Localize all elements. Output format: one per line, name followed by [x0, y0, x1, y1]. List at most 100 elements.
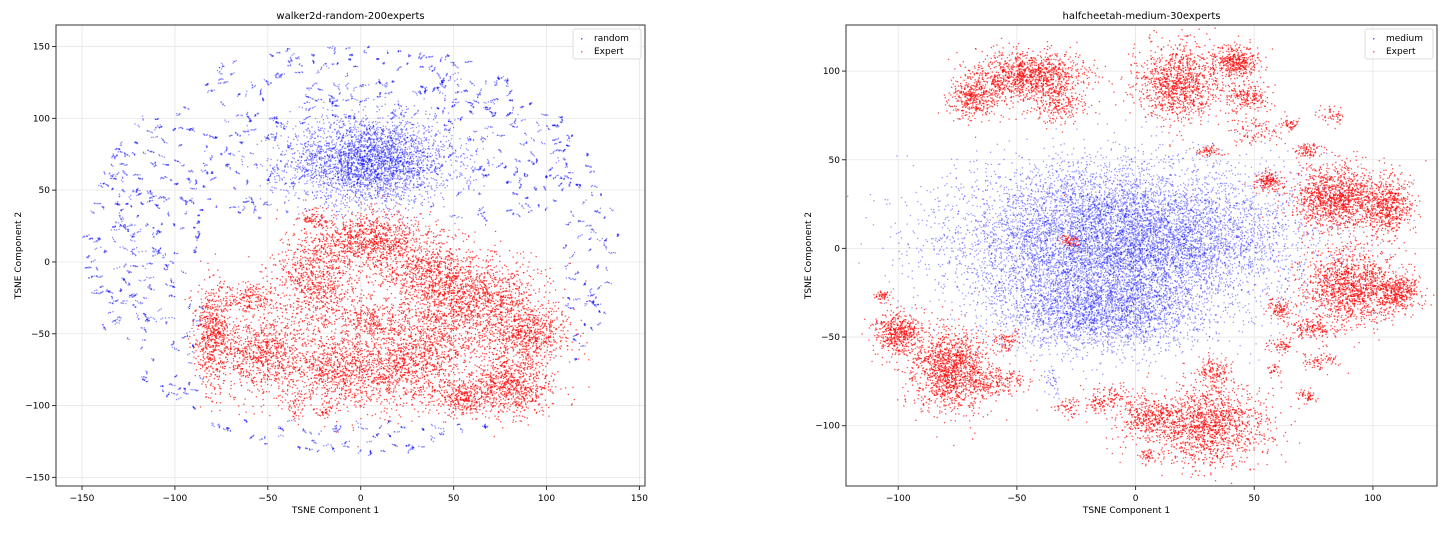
data-point — [386, 128, 387, 129]
data-point — [282, 170, 283, 171]
data-point — [408, 210, 409, 211]
data-point — [364, 174, 365, 175]
data-point — [362, 189, 363, 190]
data-point — [342, 167, 343, 168]
data-point — [293, 167, 294, 168]
data-point — [311, 177, 312, 178]
data-point — [379, 187, 380, 188]
data-point — [338, 130, 339, 131]
data-point — [336, 136, 337, 137]
data-point — [467, 165, 468, 166]
data-point — [278, 148, 279, 149]
data-point — [379, 182, 380, 183]
data-point — [344, 170, 345, 171]
data-point — [386, 167, 387, 168]
data-point — [347, 164, 348, 165]
data-point — [377, 189, 378, 190]
data-point — [430, 164, 431, 165]
data-point — [361, 175, 362, 176]
data-point — [434, 190, 435, 191]
data-point — [347, 202, 348, 203]
data-point — [416, 138, 417, 139]
data-point — [309, 165, 310, 166]
data-point — [319, 172, 320, 173]
data-point — [400, 169, 401, 170]
data-point — [399, 198, 400, 199]
data-point — [314, 171, 315, 172]
data-point — [377, 129, 378, 130]
data-point — [424, 151, 425, 152]
data-point — [264, 136, 265, 137]
data-point — [348, 140, 349, 141]
data-point — [322, 192, 323, 193]
data-point — [420, 184, 421, 185]
data-point — [368, 161, 369, 162]
data-point — [298, 213, 299, 214]
data-point — [365, 106, 366, 107]
data-point — [396, 170, 397, 171]
data-point — [459, 172, 460, 173]
data-point — [428, 197, 429, 198]
data-point — [321, 160, 322, 161]
data-point — [358, 138, 359, 139]
data-point — [331, 142, 332, 143]
data-point — [306, 194, 307, 195]
data-point — [296, 144, 297, 145]
data-point — [353, 186, 354, 187]
data-point — [433, 178, 434, 179]
data-point — [377, 140, 378, 141]
data-point — [383, 150, 384, 151]
data-point — [394, 149, 395, 150]
data-point — [427, 193, 428, 194]
data-point — [397, 157, 398, 158]
data-point — [399, 153, 400, 154]
data-point — [483, 177, 484, 178]
data-point — [415, 152, 416, 153]
data-point — [381, 180, 382, 181]
data-point — [401, 195, 402, 196]
data-point — [352, 181, 353, 182]
data-point — [313, 186, 314, 187]
data-point — [350, 123, 351, 124]
data-point — [430, 153, 431, 154]
data-point — [391, 135, 392, 136]
data-point — [422, 172, 423, 173]
data-point — [331, 184, 332, 185]
data-point — [375, 134, 376, 135]
data-point — [377, 127, 378, 128]
data-point — [360, 155, 361, 156]
data-point — [402, 164, 403, 165]
data-point — [349, 146, 350, 147]
data-point — [344, 153, 345, 154]
data-point — [432, 203, 433, 204]
data-point — [366, 155, 367, 156]
data-point — [397, 203, 398, 204]
data-point — [460, 174, 461, 175]
data-point — [315, 155, 316, 156]
data-point — [392, 133, 393, 134]
data-point — [341, 166, 342, 167]
data-point — [309, 131, 310, 132]
data-point — [341, 200, 342, 201]
data-point — [425, 113, 426, 114]
data-point — [376, 203, 377, 204]
data-point — [338, 214, 339, 215]
data-point — [439, 133, 440, 134]
data-point — [431, 186, 432, 187]
data-point — [386, 187, 387, 188]
data-point — [345, 207, 346, 208]
data-point — [257, 144, 258, 145]
data-point — [338, 180, 339, 181]
data-point — [414, 148, 415, 149]
data-point — [410, 190, 411, 191]
data-point — [406, 184, 407, 185]
data-point — [387, 171, 388, 172]
data-point — [296, 166, 297, 167]
data-point — [304, 208, 305, 209]
data-point — [352, 150, 353, 151]
data-point — [302, 170, 303, 171]
data-point — [430, 197, 431, 198]
data-point — [327, 143, 328, 144]
data-point — [412, 156, 413, 157]
data-point — [326, 166, 327, 167]
